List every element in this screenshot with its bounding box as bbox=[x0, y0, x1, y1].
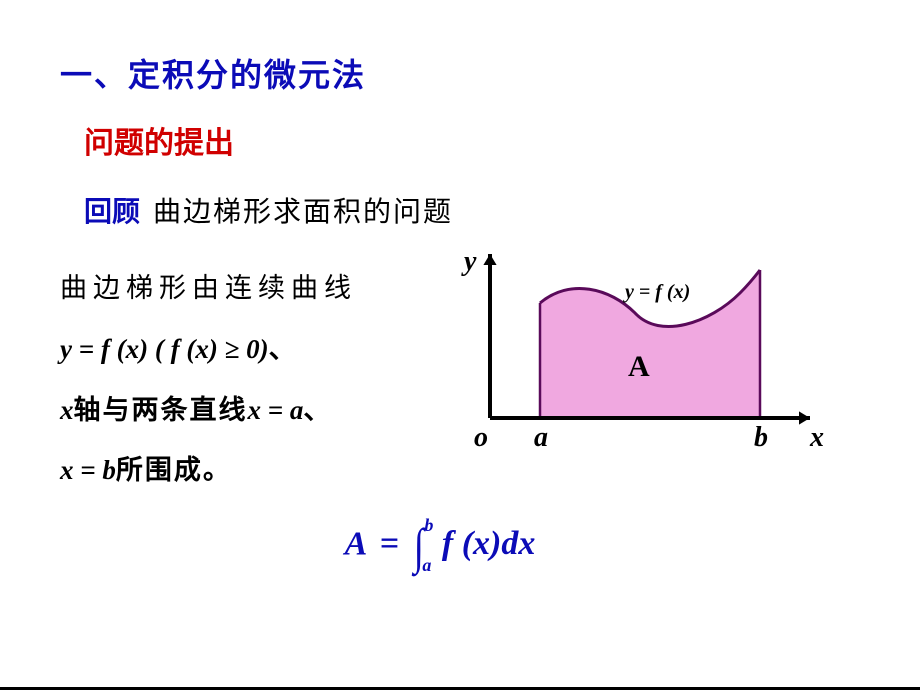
body-line3-pre: x bbox=[60, 395, 74, 425]
formula-fx: f (x)dx bbox=[425, 525, 535, 562]
body-area: 曲边梯形由连续曲线 y = f (x) ( f (x) ≥ 0)、 x轴与两条直… bbox=[60, 258, 860, 501]
formula-eq: = bbox=[367, 525, 411, 562]
body-line3: x轴与两条直线x = a、 bbox=[60, 380, 440, 441]
body-line4-cn: 所围成。 bbox=[116, 455, 232, 485]
review-line: 回顾 曲边梯形求面积的问题 bbox=[84, 190, 860, 230]
review-label: 回顾 bbox=[84, 197, 140, 228]
body-line3-tail: 、 bbox=[303, 395, 332, 425]
formula-lower: a bbox=[422, 555, 431, 576]
heading1-text: 一、定积分的微元法 bbox=[60, 57, 366, 93]
body-line3-math: x = a bbox=[248, 395, 304, 425]
svg-text:a: a bbox=[534, 422, 548, 453]
graph-svg: y x o a b Ay = f (x) bbox=[460, 248, 830, 468]
area-formula: A = ∫ba f (x)dx bbox=[20, 521, 860, 572]
heading2-text: 问题的提出 bbox=[84, 127, 234, 160]
review-text: 曲边梯形求面积的问题 bbox=[153, 197, 453, 228]
slide: 一、定积分的微元法 问题的提出 回顾 曲边梯形求面积的问题 曲边梯形由连续曲线 … bbox=[0, 0, 920, 690]
integral-icon: ∫ba bbox=[412, 521, 426, 572]
subheading: 问题的提出 bbox=[84, 118, 860, 162]
formula-A: A bbox=[345, 525, 368, 562]
svg-text:b: b bbox=[754, 422, 768, 453]
graph-figure: y x o a b Ay = f (x) bbox=[460, 248, 830, 468]
svg-text:o: o bbox=[474, 422, 488, 453]
body-line4-math: x = b bbox=[60, 455, 116, 485]
body-line1: 曲边梯形由连续曲线 bbox=[60, 258, 440, 319]
svg-text:y: y bbox=[461, 248, 477, 277]
body-line3-cn: 轴与两条直线 bbox=[74, 395, 248, 425]
body-text: 曲边梯形由连续曲线 y = f (x) ( f (x) ≥ 0)、 x轴与两条直… bbox=[60, 258, 440, 501]
svg-text:y = f (x): y = f (x) bbox=[623, 281, 690, 303]
formula-upper: b bbox=[424, 515, 433, 536]
svg-text:A: A bbox=[628, 350, 650, 383]
svg-text:x: x bbox=[809, 422, 824, 453]
body-line4: x = b所围成。 bbox=[60, 440, 440, 501]
section-heading: 一、定积分的微元法 bbox=[60, 50, 860, 96]
body-line2-tail: 、 bbox=[269, 334, 298, 364]
body-line2-math: y = f (x) ( f (x) ≥ 0) bbox=[60, 334, 269, 364]
body-line2: y = f (x) ( f (x) ≥ 0)、 bbox=[60, 319, 440, 380]
